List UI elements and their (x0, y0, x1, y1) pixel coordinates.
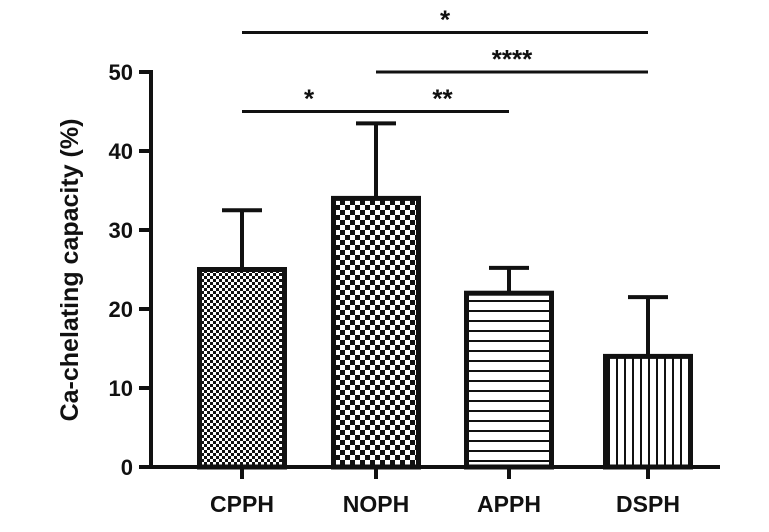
x-category-label: NOPH (343, 491, 409, 517)
x-category-label: APPH (477, 491, 541, 517)
y-tick-label: 20 (109, 297, 133, 322)
y-tick-label: 50 (109, 60, 133, 85)
y-tick-label: 40 (109, 139, 133, 164)
bar-cpph (197, 267, 287, 470)
y-axis-title: Ca-chelating capacity (%) (56, 119, 84, 422)
significance-label: * (304, 84, 315, 114)
significance-annotations: ****** ** (242, 5, 648, 114)
error-bars (222, 121, 668, 357)
y-tick-label: 10 (109, 376, 133, 401)
y-tick-label: 0 (121, 455, 133, 480)
bar-apph (464, 290, 554, 470)
bar-noph (331, 195, 421, 470)
bars (197, 195, 693, 470)
y-tick-label: 30 (109, 218, 133, 243)
significance-label: * (440, 5, 451, 35)
x-category-label: DSPH (616, 491, 680, 517)
significance-label: ** (432, 84, 453, 114)
bar-dsph (603, 353, 693, 470)
significance-label: **** (492, 44, 533, 74)
axes: 0 10 20 30 40 50 CPPH NOPH APPH DSPH (109, 60, 720, 517)
x-category-label: CPPH (210, 491, 274, 517)
